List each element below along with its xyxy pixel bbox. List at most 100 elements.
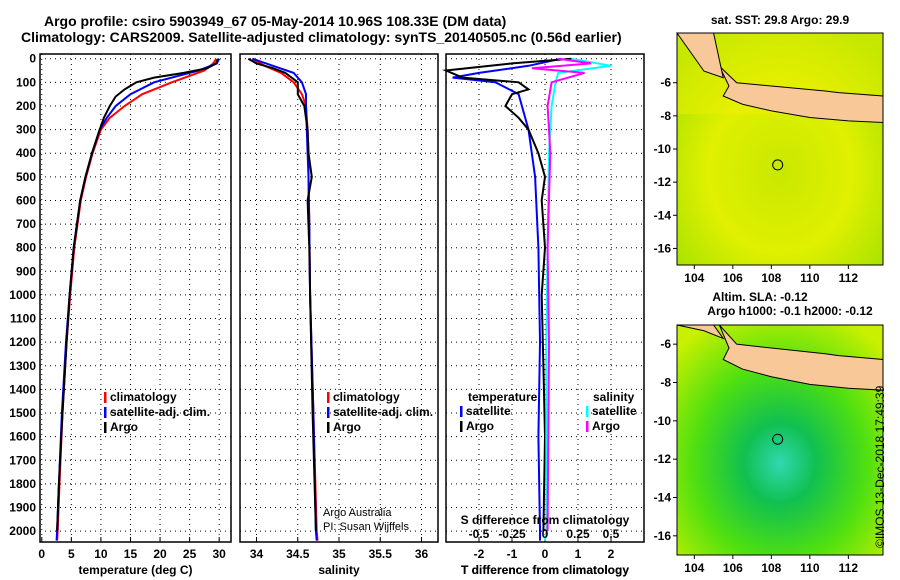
series-argo (56, 58, 219, 532)
legend-swatch (327, 392, 330, 403)
legend-label: Argo (333, 420, 361, 434)
tick-label-lat: -8 (660, 376, 671, 390)
legend-label: Argo (110, 420, 138, 434)
series-argo (247, 57, 317, 532)
tick-label-lat: -12 (654, 175, 672, 189)
tick-label-depth: 2000 (9, 524, 36, 538)
series-s-argo (531, 57, 592, 532)
tick-label-lat: -6 (660, 76, 671, 90)
sst-map-title: sat. SST: 29.8 Argo: 29.9 (711, 13, 850, 27)
legend-label: satellite (592, 404, 637, 418)
land-java (718, 65, 884, 124)
panel-salinity: 34 34.5 35 35.5 36 salinity climatologysatelli… (239, 53, 439, 577)
tick-label-x: 2 (608, 547, 615, 561)
series-satellite-adj-clim- (55, 58, 221, 541)
legend-swatch (460, 406, 463, 417)
tick-label-depth: 1000 (9, 288, 36, 302)
map-frame (676, 324, 884, 556)
note-line-2: PI: Susan Wijffels (323, 521, 409, 533)
plot-frame (39, 53, 232, 543)
sla-map-title: Altim. SLA: -0.12 (712, 290, 808, 304)
legend-swatch (104, 392, 107, 403)
tick-label-depth: 800 (16, 241, 36, 255)
tick-label-x: 10 (94, 547, 108, 561)
legend-swatch (460, 421, 463, 432)
tick-label-lat: -16 (654, 241, 672, 255)
note-line-1: Argo Australia (323, 507, 392, 519)
tick-label-lon: 104 (684, 271, 704, 285)
plot-frame (445, 53, 645, 543)
legend-label: satellite (466, 404, 511, 418)
tick-label-depth: 0 (29, 52, 36, 66)
s-tick-label: 0 (542, 527, 549, 541)
imos-credit: ©IMOS 13-Dec-2018 17:49:39 (873, 385, 887, 548)
tick-label-depth: 900 (16, 264, 36, 278)
tick-label-x: 36 (415, 547, 429, 561)
sla-map-subtitle: Argo h1000: -0.1 h2000: -0.12 (707, 304, 873, 318)
map-sla-map: 104 106 108 110 112 -6 -8 -10 -12 -14 -16 Altim. SL… (654, 290, 884, 575)
legend-label: satellite-adj. clim. (333, 405, 433, 419)
tick-label-x: 5 (68, 547, 75, 561)
panel-temperature: 0 5 10 15 20 25 300100200300400500600700800900… (9, 52, 232, 577)
tick-label-depth: 400 (16, 146, 36, 160)
series-t-argo (442, 57, 572, 532)
tick-label-lon: 108 (761, 561, 781, 575)
tick-label-x: 35.5 (369, 547, 393, 561)
tick-label-x: 15 (124, 547, 138, 561)
tick-label-lat: -14 (654, 491, 672, 505)
tick-label-depth: 1500 (9, 406, 36, 420)
tick-label-lat: -14 (654, 208, 672, 222)
tick-label-x: 35 (332, 547, 346, 561)
x-axis-label: T difference from climatology (461, 563, 629, 577)
tick-label-x: 25 (183, 547, 197, 561)
tick-label-x: 1 (575, 547, 582, 561)
legend-swatch (104, 422, 107, 433)
tick-label-lon: 106 (723, 561, 743, 575)
x-axis-label: salinity (318, 563, 360, 577)
tick-label-x: 34.5 (286, 547, 310, 561)
tick-label-depth: 1400 (9, 382, 36, 396)
tick-label-depth: 1800 (9, 477, 36, 491)
map-sst-map: 104 106 108 110 112 -6 -8 -10 -12 -14 -16 sat. SST:… (654, 13, 884, 285)
s-tick-label: -0.25 (498, 527, 526, 541)
tick-label-x: 0 (38, 547, 45, 561)
tick-label-depth: 1100 (10, 312, 36, 326)
s-tick-label: -0.5 (469, 527, 490, 541)
legend-title-salinity: salinity (593, 390, 635, 404)
tick-label-depth: 300 (16, 123, 36, 137)
legend-label: Argo (466, 419, 494, 433)
tick-label-lat: -10 (654, 414, 672, 428)
legend-label: satellite-adj. clim. (110, 405, 210, 419)
series-climatology (56, 58, 218, 541)
legend-swatch (327, 407, 330, 418)
series-t-satellite (452, 57, 562, 541)
tick-label-depth: 600 (16, 193, 36, 207)
land-java (718, 324, 884, 391)
s-tick-label: 0.25 (566, 527, 590, 541)
legend-swatch (104, 407, 107, 418)
legend-label: climatology (110, 390, 177, 404)
map-frame (676, 32, 884, 266)
tick-label-x: 20 (153, 547, 167, 561)
tick-label-lon: 110 (800, 271, 820, 285)
tick-label-lon: 106 (723, 271, 743, 285)
x-axis-label: temperature (deg C) (78, 563, 192, 577)
tick-label-lat: -10 (654, 142, 672, 156)
s-axis-label: S difference from climatology (461, 513, 630, 527)
x-axis-label: T difference from climatology (461, 563, 629, 577)
tick-label-depth: 1200 (9, 335, 36, 349)
title-line-1: Argo profile: csiro 5903949_67 05-May-20… (44, 13, 507, 29)
argo-float-marker (772, 433, 784, 445)
tick-label-x: 34 (250, 547, 264, 561)
tick-label-lon: 112 (839, 561, 859, 575)
plot-frame (239, 53, 439, 543)
tick-label-x: -2 (474, 547, 485, 561)
tick-label-depth: 700 (16, 217, 36, 231)
tick-label-lon: 108 (761, 271, 781, 285)
tick-label-lat: -12 (654, 452, 672, 466)
tick-label-lat: -16 (654, 529, 672, 543)
legend-swatch (586, 421, 589, 432)
tick-label-depth: 200 (16, 99, 36, 113)
title-line-2: Climatology: CARS2009. Satellite-adjuste… (21, 29, 622, 45)
legend-title-temperature: temperature (468, 390, 538, 404)
